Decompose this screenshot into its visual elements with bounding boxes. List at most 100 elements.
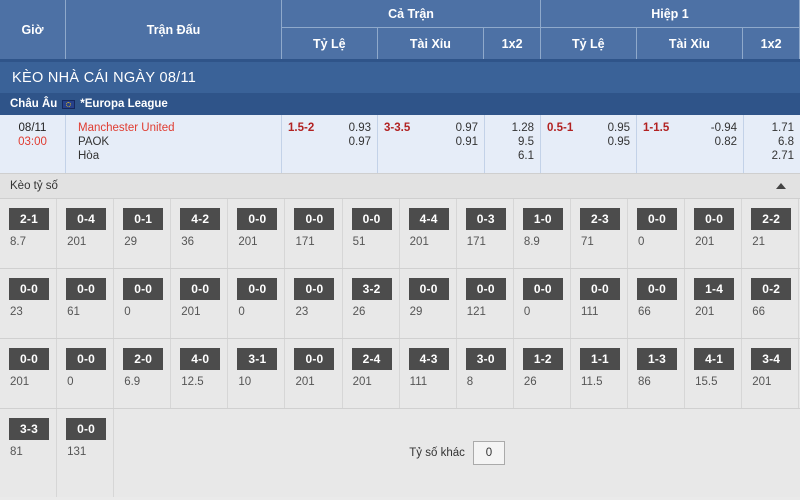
correct-score-odd[interactable]: 201: [181, 306, 201, 318]
correct-score-chip[interactable]: 0-0: [294, 208, 335, 230]
h1-1x2-home[interactable]: 1.71: [771, 122, 794, 134]
correct-score-cell[interactable]: 0-0 23: [285, 269, 343, 338]
correct-score-odd[interactable]: 201: [695, 236, 715, 248]
correct-score-odd[interactable]: 26: [523, 376, 537, 388]
correct-score-cell[interactable]: 4-4 201: [400, 199, 457, 268]
correct-score-odd[interactable]: 201: [295, 376, 315, 388]
ft-1x2-away[interactable]: 6.1: [518, 150, 534, 162]
correct-score-odd[interactable]: 201: [352, 376, 372, 388]
correct-score-cell[interactable]: 4-2 36: [171, 199, 229, 268]
correct-score-cell[interactable]: 4-1 15.5: [685, 339, 743, 408]
correct-score-chip[interactable]: 1-1: [579, 348, 620, 370]
correct-score-chip[interactable]: 3-0: [465, 348, 506, 370]
correct-score-cell[interactable]: 1-3 86: [628, 339, 686, 408]
correct-score-cell[interactable]: 1-1 11.5: [571, 339, 629, 408]
correct-score-chip[interactable]: 1-2: [522, 348, 563, 370]
correct-score-odd[interactable]: 29: [409, 306, 423, 318]
correct-score-cell[interactable]: 3-1 10: [228, 339, 286, 408]
correct-score-odd[interactable]: 36: [181, 236, 195, 248]
correct-score-cell[interactable]: 2-0 6.9: [114, 339, 172, 408]
correct-score-chip[interactable]: 2-1: [9, 208, 49, 230]
correct-score-chip[interactable]: 3-1: [237, 348, 278, 370]
ft-overunder-odds[interactable]: 0.97 0.91: [456, 121, 478, 173]
correct-score-chip[interactable]: 2-4: [351, 348, 392, 370]
h1-handicap-odd-home[interactable]: 0.95: [607, 122, 630, 134]
correct-score-odd[interactable]: 201: [238, 236, 258, 248]
h1-1x2-cell[interactable]: 1.71 6.8 2.71: [744, 115, 800, 173]
correct-score-cell[interactable]: 1-4 201: [685, 269, 743, 338]
correct-score-chip[interactable]: 0-0: [237, 208, 278, 230]
correct-score-odd[interactable]: 0: [124, 306, 131, 318]
correct-score-cell[interactable]: 3-2 26: [343, 269, 400, 338]
correct-score-cell[interactable]: 0-0 201: [0, 339, 58, 408]
other-score-value[interactable]: 0: [472, 441, 505, 465]
correct-score-odd[interactable]: 6.9: [124, 376, 141, 388]
correct-score-chip[interactable]: 0-0: [294, 278, 335, 300]
correct-score-cell[interactable]: 0-0 66: [628, 269, 686, 338]
ft-overunder-odd-over[interactable]: 0.97: [455, 122, 478, 134]
correct-score-cell[interactable]: 1-2 26: [514, 339, 571, 408]
correct-score-cell[interactable]: 3-0 8: [457, 339, 514, 408]
correct-score-cell[interactable]: 0-0 0: [628, 199, 686, 268]
correct-score-cell[interactable]: 0-0 51: [343, 199, 400, 268]
correct-score-chip[interactable]: 0-0: [408, 278, 449, 300]
correct-score-chip[interactable]: 2-3: [579, 208, 620, 230]
correct-score-cell[interactable]: 0-0 111: [571, 269, 629, 338]
h1-1x2-draw[interactable]: 6.8: [778, 136, 794, 148]
correct-score-odd[interactable]: 26: [352, 306, 366, 318]
league-bar[interactable]: Châu Âu *Europa League: [0, 93, 800, 115]
correct-score-chip[interactable]: 0-0: [66, 348, 107, 370]
correct-score-odd[interactable]: 171: [466, 236, 486, 248]
ft-handicap-odd-home[interactable]: 0.93: [348, 122, 371, 134]
ft-1x2-draw[interactable]: 9.5: [518, 136, 534, 148]
correct-score-chip[interactable]: 0-4: [66, 208, 107, 230]
ft-handicap-cell[interactable]: 1.5-2 0.93 0.97: [282, 115, 378, 173]
correct-score-odd[interactable]: 111: [409, 376, 428, 388]
h1-overunder-line[interactable]: 1-1.5: [643, 122, 670, 134]
away-team-name[interactable]: PAOK: [78, 136, 110, 148]
correct-score-chip[interactable]: 0-0: [637, 208, 678, 230]
h1-1x2-away[interactable]: 2.71: [771, 150, 794, 162]
correct-score-chip[interactable]: 0-0: [465, 278, 506, 300]
correct-score-cell[interactable]: 2-1 8.7: [0, 199, 58, 268]
correct-score-odd[interactable]: 201: [752, 376, 772, 388]
correct-score-odd[interactable]: 111: [580, 306, 599, 318]
correct-score-cell[interactable]: 4-0 12.5: [171, 339, 229, 408]
correct-score-cell[interactable]: 3-4 201: [742, 339, 800, 408]
correct-score-cell[interactable]: 0-0 171: [285, 199, 343, 268]
correct-score-odd[interactable]: 121: [466, 306, 486, 318]
correct-score-chip[interactable]: 2-0: [123, 348, 164, 370]
ft-overunder-odd-under[interactable]: 0.91: [455, 136, 478, 148]
correct-score-chip[interactable]: 0-0: [66, 278, 107, 300]
correct-score-chip[interactable]: 4-4: [408, 208, 449, 230]
correct-score-cell[interactable]: 2-4 201: [343, 339, 400, 408]
correct-score-odd[interactable]: 51: [352, 236, 366, 248]
correct-score-cell[interactable]: 0-0 61: [57, 269, 115, 338]
correct-score-odd[interactable]: 86: [638, 376, 651, 388]
correct-score-chip[interactable]: 0-0: [694, 208, 735, 230]
correct-score-odd[interactable]: 81: [10, 446, 23, 458]
ft-overunder-cell[interactable]: 3-3.5 0.97 0.91: [378, 115, 485, 173]
h1-handicap-odds[interactable]: 0.95 0.95: [608, 121, 630, 173]
correct-score-chip[interactable]: 2-2: [751, 208, 792, 230]
correct-score-cell[interactable]: 0-3 171: [457, 199, 514, 268]
ft-handicap-odds[interactable]: 0.93 0.97: [349, 121, 371, 173]
correct-score-chip[interactable]: 0-1: [123, 208, 164, 230]
correct-score-section-header[interactable]: Kèo tỷ số: [0, 173, 800, 199]
correct-score-chip[interactable]: 0-0: [637, 278, 678, 300]
correct-score-chip[interactable]: 0-3: [465, 208, 506, 230]
h1-overunder-odds[interactable]: -0.94 0.82: [711, 121, 737, 173]
correct-score-cell[interactable]: 0-0 201: [685, 199, 743, 268]
ft-1x2-home[interactable]: 1.28: [511, 122, 534, 134]
correct-score-cell[interactable]: 0-4 201: [57, 199, 115, 268]
h1-handicap-cell[interactable]: 0.5-1 0.95 0.95: [541, 115, 637, 173]
correct-score-cell[interactable]: 0-0 0: [514, 269, 571, 338]
correct-score-chip[interactable]: 0-0: [237, 278, 278, 300]
correct-score-odd[interactable]: 201: [10, 376, 30, 388]
correct-score-odd[interactable]: 201: [67, 236, 87, 248]
correct-score-chip[interactable]: 1-3: [637, 348, 678, 370]
correct-score-odd[interactable]: 66: [638, 306, 651, 318]
correct-score-odd[interactable]: 23: [295, 306, 309, 318]
correct-score-cell[interactable]: 0-0 121: [457, 269, 514, 338]
correct-score-cell[interactable]: 0-0 201: [285, 339, 343, 408]
